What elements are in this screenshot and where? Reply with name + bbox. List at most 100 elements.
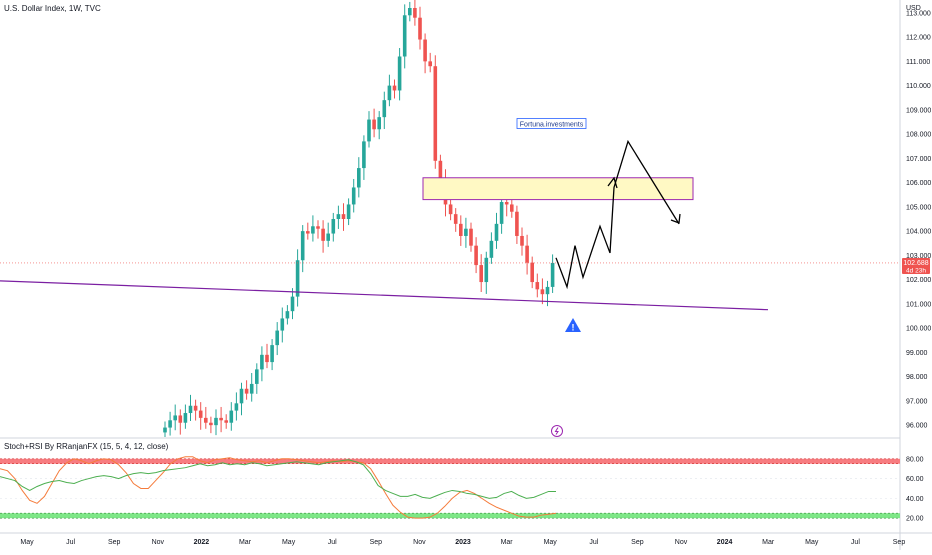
candle-body xyxy=(397,56,402,91)
candle-body xyxy=(459,223,463,236)
candle-body xyxy=(163,427,167,433)
candle-body xyxy=(188,405,193,414)
candle-body xyxy=(433,66,438,161)
candle-body xyxy=(285,311,290,319)
candle-body xyxy=(382,100,387,118)
candle-body xyxy=(306,231,310,234)
x-tick-label: Sep xyxy=(370,539,383,546)
arrow-head xyxy=(607,176,618,189)
y-tick-label: 108.000 xyxy=(906,132,931,139)
y-tick-label: 100.000 xyxy=(906,326,931,333)
candle-body xyxy=(234,403,239,411)
watermark-text: Fortuna.investments xyxy=(520,121,584,128)
y-tick-label: 110.000 xyxy=(906,83,931,90)
x-tick-label: Jul xyxy=(589,539,598,546)
projected-path xyxy=(555,139,680,290)
candle-body xyxy=(464,228,468,236)
candle-body xyxy=(479,265,483,283)
candle-body xyxy=(530,262,534,283)
price-label-countdown: 4d 23h xyxy=(906,268,926,275)
candle-body xyxy=(193,405,198,411)
candle-body xyxy=(515,211,519,236)
y-tick-label: 107.000 xyxy=(906,156,931,163)
stoch-line xyxy=(0,456,557,519)
candle-body xyxy=(428,61,432,67)
overbought-band xyxy=(0,458,900,464)
candle-body xyxy=(525,245,529,263)
x-tick-label: May xyxy=(544,539,558,546)
candle-body xyxy=(499,202,504,224)
candle-body xyxy=(372,119,376,130)
candle-body xyxy=(173,415,177,421)
y-tick-label: 111.000 xyxy=(906,59,930,66)
candle-body xyxy=(453,214,458,224)
x-tick-label: Mar xyxy=(239,539,252,546)
candle-body xyxy=(387,85,392,101)
watermark-frame xyxy=(516,118,587,129)
x-tick-label: 2023 xyxy=(455,539,471,546)
lightning-icon-bolt xyxy=(554,427,559,435)
candle-body xyxy=(510,204,514,212)
warning-icon-mark: ! xyxy=(572,323,575,333)
candle-body xyxy=(326,233,330,241)
candle-body xyxy=(351,187,356,205)
x-tick-label: 2024 xyxy=(717,539,733,546)
indicator-level-label: 20.00 xyxy=(906,516,924,523)
indicator-level-label: 40.00 xyxy=(906,496,924,503)
candle-body xyxy=(209,422,213,426)
x-tick-label: Nov xyxy=(413,539,426,546)
candle-body xyxy=(341,214,346,219)
candle-body xyxy=(474,245,478,266)
candle-body xyxy=(489,240,494,258)
candle-body xyxy=(265,354,269,363)
candle-body xyxy=(290,296,295,312)
resistance-zone xyxy=(422,177,694,201)
x-tick-label: Nov xyxy=(675,539,688,546)
candle-body xyxy=(260,354,264,370)
x-tick-label: Nov xyxy=(152,539,165,546)
trendline xyxy=(0,280,769,311)
candle-body xyxy=(336,214,341,219)
candle-body xyxy=(448,204,453,215)
y-tick-label: 113.000 xyxy=(906,10,931,17)
candle-body xyxy=(540,289,545,295)
candle-body xyxy=(229,410,234,423)
candle-body xyxy=(346,204,351,219)
x-tick-label: Jul xyxy=(851,539,860,546)
x-tick-label: Mar xyxy=(762,539,775,546)
candle-body xyxy=(550,262,555,287)
price-label-value: 102.688 xyxy=(903,260,928,267)
x-tick-label: May xyxy=(20,539,34,546)
candle-body xyxy=(484,257,489,283)
candle-body xyxy=(357,168,361,188)
oversold-band xyxy=(0,513,900,519)
candle-body xyxy=(219,417,223,421)
candle-body xyxy=(377,117,381,130)
indicator-title: Stoch+RSI By RRanjanFX (15, 5, 4, 12, cl… xyxy=(4,442,169,451)
candle-body xyxy=(438,160,443,178)
candle-body xyxy=(239,388,244,404)
candle-body xyxy=(469,228,473,246)
y-tick-label: 102.000 xyxy=(906,277,931,284)
y-tick-label: 112.000 xyxy=(906,35,931,42)
x-tick-label: Jul xyxy=(66,539,75,546)
x-tick-label: May xyxy=(805,539,819,546)
candle-body xyxy=(204,417,208,423)
candle-body xyxy=(249,383,254,394)
y-tick-label: 106.000 xyxy=(906,180,931,187)
candle-body xyxy=(520,235,524,246)
candle-body xyxy=(198,410,203,418)
warning-icon xyxy=(565,318,581,332)
y-tick-label: 101.000 xyxy=(906,301,931,308)
y-tick-label: 96.000 xyxy=(906,423,928,430)
x-tick-label: Mar xyxy=(501,539,514,546)
arrow-head xyxy=(670,213,681,224)
candle-body xyxy=(214,417,218,426)
y-tick-label: 98.000 xyxy=(906,374,928,381)
candle-body xyxy=(367,119,371,142)
candle-body xyxy=(275,330,279,346)
candle-body xyxy=(183,413,188,423)
